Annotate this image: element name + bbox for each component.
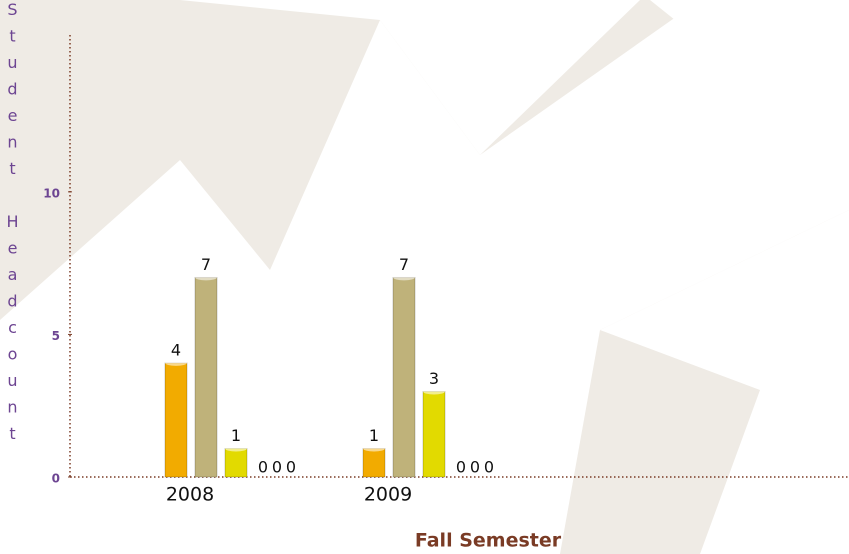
bar-cap (225, 445, 247, 452)
background-shape (0, 0, 180, 120)
bar (224, 448, 248, 478)
x-tick-label: 2009 (364, 484, 412, 506)
value-label: 1 (231, 426, 241, 445)
value-label: 3 (429, 369, 439, 388)
bar-cap (165, 359, 187, 366)
bar (422, 391, 446, 478)
value-label: 0 (272, 458, 282, 477)
value-label: 0 (470, 458, 480, 477)
bar (164, 362, 188, 478)
x-tick-label: 2008 (166, 484, 214, 506)
value-label: 1 (369, 426, 379, 445)
value-label: 0 (456, 458, 466, 477)
bar-cap (363, 445, 385, 452)
bar (194, 276, 218, 478)
bar (392, 276, 416, 478)
x-axis-title: Fall Semester (415, 530, 562, 552)
value-label: 7 (399, 255, 409, 274)
value-label: 0 (258, 458, 268, 477)
value-label: 7 (201, 255, 211, 274)
value-label: 4 (171, 340, 181, 359)
y-axis-title: Student Headcount (3, 0, 22, 451)
value-label: 0 (484, 458, 494, 477)
value-label: 0 (286, 458, 296, 477)
y-tick-label: 10 (43, 186, 60, 200)
y-tick-label: 5 (52, 329, 60, 343)
bar-cap (393, 274, 415, 281)
bar-cap (423, 388, 445, 395)
bar-cap (195, 274, 217, 281)
bar (362, 448, 386, 478)
y-tick-label: 0 (52, 472, 60, 486)
